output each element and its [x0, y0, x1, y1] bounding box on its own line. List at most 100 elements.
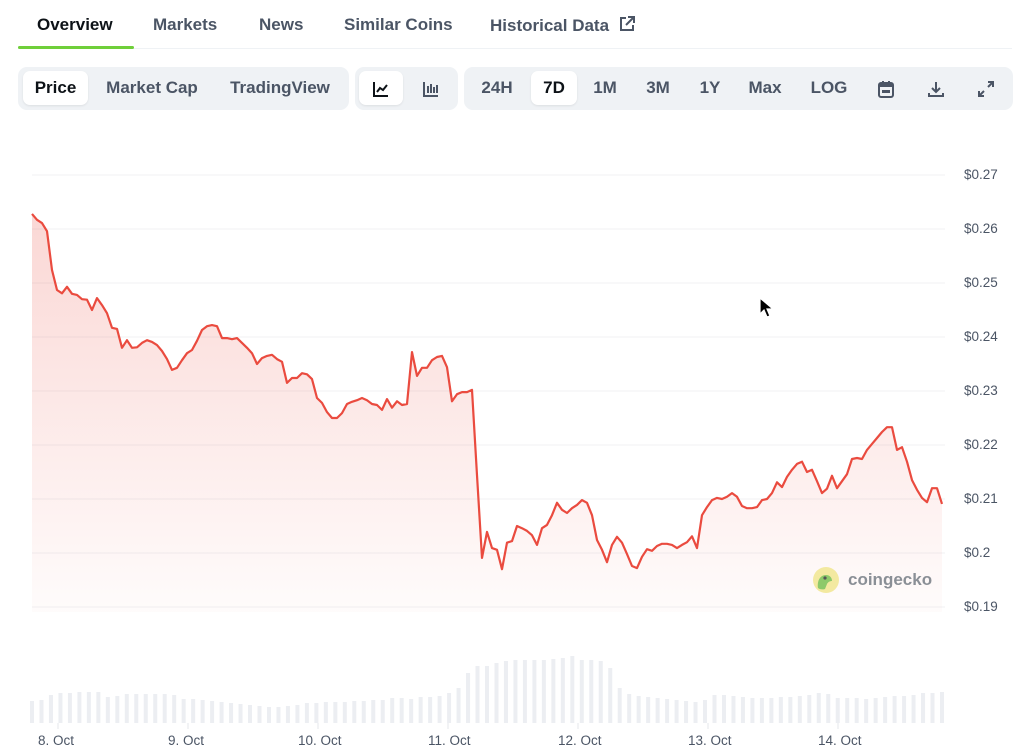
- range-3m-button[interactable]: 3M: [646, 78, 670, 97]
- tab-label: Historical Data: [490, 16, 610, 35]
- y-tick-label: $0.25: [964, 275, 998, 290]
- y-tick-label: $0.23: [964, 383, 998, 398]
- x-tick-label: 13. Oct: [688, 733, 732, 748]
- volume-bar: [399, 698, 404, 723]
- volume-bar: [740, 697, 745, 723]
- data-type-toggle: Price Market Cap TradingView: [18, 67, 349, 110]
- calendar-icon: [878, 80, 894, 98]
- volume-bar: [143, 694, 148, 723]
- volume-bar: [921, 693, 926, 723]
- volume-bar: [162, 694, 167, 723]
- volume-bar: [560, 658, 565, 723]
- volume-bar: [105, 697, 110, 723]
- volume-bar: [712, 695, 717, 723]
- volume-bar: [940, 692, 944, 723]
- volume-bar: [96, 692, 101, 723]
- external-link-icon: [619, 16, 635, 31]
- download-button[interactable]: [918, 71, 954, 105]
- volume-bar: [807, 695, 812, 723]
- volume-bar: [778, 697, 783, 723]
- volume-bar: [447, 693, 452, 723]
- volume-bar: [266, 707, 271, 723]
- volume-bar: [276, 707, 281, 723]
- volume-bar: [323, 702, 328, 723]
- chart-style-toggle: [355, 67, 458, 110]
- volume-bar: [352, 701, 357, 723]
- range-24h-button[interactable]: 24H: [481, 78, 513, 97]
- volume-bar: [674, 700, 679, 723]
- volume-bar: [617, 688, 622, 723]
- volume-bar: [475, 666, 480, 723]
- y-tick-label: $0.21: [964, 491, 998, 506]
- volume-bar: [485, 666, 489, 723]
- x-tick-label: 14. Oct: [818, 733, 862, 748]
- volume-bar: [627, 694, 632, 723]
- volume-bar: [703, 700, 708, 723]
- volume-bar: [494, 663, 499, 723]
- range-1y-button[interactable]: 1Y: [699, 78, 721, 97]
- volume-bar: [731, 696, 736, 723]
- volume-bar: [48, 695, 53, 723]
- range-1m-button[interactable]: 1M: [593, 78, 617, 97]
- volume-bar: [172, 695, 177, 723]
- y-tick-label: $0.27: [964, 167, 998, 182]
- tab-overview[interactable]: Overview: [37, 15, 113, 34]
- price-button[interactable]: Price: [23, 71, 88, 105]
- market-cap-button[interactable]: Market Cap: [106, 78, 198, 97]
- fullscreen-button[interactable]: [968, 71, 1004, 105]
- volume-bar: [191, 699, 196, 723]
- volume-bar: [219, 702, 224, 723]
- volume-bar: [248, 705, 253, 723]
- volume-bar: [759, 698, 764, 723]
- x-tick-label: 12. Oct: [558, 733, 602, 748]
- volume-bar: [86, 692, 91, 723]
- volume-bar: [797, 696, 802, 723]
- volume-bar: [665, 699, 670, 723]
- volume-bar: [67, 693, 72, 723]
- volume-bar: [115, 696, 120, 723]
- y-tick-label: $0.26: [964, 221, 998, 236]
- volume-bar: [522, 660, 527, 723]
- tab-similar-coins[interactable]: Similar Coins: [344, 15, 453, 34]
- volume-bar: [409, 699, 414, 723]
- volume-bar: [418, 697, 423, 723]
- tab-markets[interactable]: Markets: [153, 15, 218, 34]
- line-chart-button[interactable]: [359, 71, 403, 105]
- volume-bar: [342, 702, 347, 723]
- range-toolbar: 24H 7D 1M 3M 1Y Max LOG: [464, 67, 1013, 110]
- download-icon: [928, 81, 944, 97]
- volume-bar: [532, 660, 537, 723]
- volume-bar: [456, 688, 461, 723]
- volume-bar: [655, 698, 660, 723]
- tradingview-button[interactable]: TradingView: [230, 78, 330, 97]
- tab-historical-data[interactable]: Historical Data: [490, 15, 636, 36]
- y-tick-label: $0.19: [964, 599, 998, 614]
- volume-bar: [380, 700, 385, 723]
- coingecko-logo-icon: [813, 567, 839, 593]
- tab-bar: Overview Markets News Similar Coins Hist…: [18, 0, 1012, 49]
- volume-bar: [390, 698, 395, 723]
- volume-bar: [721, 695, 726, 723]
- volume-bar: [503, 661, 508, 723]
- price-line: [31, 213, 944, 571]
- y-tick-label: $0.22: [964, 437, 998, 452]
- watermark-text: coingecko: [848, 570, 933, 589]
- range-max-button[interactable]: Max: [748, 78, 782, 97]
- x-tick-label: 11. Oct: [428, 733, 471, 748]
- volume-bar: [466, 673, 471, 723]
- calendar-button[interactable]: [868, 71, 904, 105]
- volume-bar: [826, 694, 831, 723]
- volume-bar: [134, 694, 139, 723]
- log-scale-button[interactable]: LOG: [810, 78, 848, 97]
- range-7d-button[interactable]: 7D: [531, 71, 577, 105]
- volume-bar: [238, 704, 243, 723]
- volume-bar: [58, 693, 63, 723]
- volume-bar: [911, 695, 916, 723]
- volume-bar: [684, 701, 689, 723]
- candlestick-chart-button[interactable]: [409, 71, 453, 105]
- volume-bar: [39, 700, 44, 723]
- tab-news[interactable]: News: [259, 15, 304, 34]
- volume-bar: [181, 699, 186, 723]
